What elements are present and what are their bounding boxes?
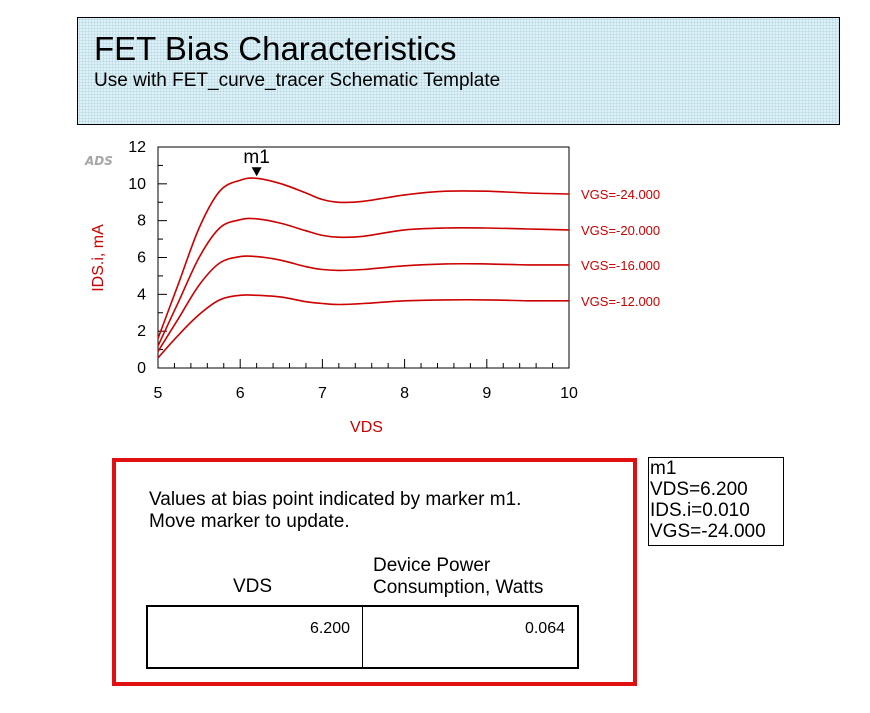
series-line (157, 294, 570, 359)
column-header-power-line-1: Device Power (373, 555, 491, 576)
series-line (157, 177, 570, 339)
bias-point-panel: Values at bias point indicated by marker… (112, 458, 637, 686)
power-value: 0.064 (524, 620, 565, 637)
y-tick-label: 10 (128, 176, 146, 193)
plot-frame (157, 146, 570, 369)
vds-value-cell: 6.200 (148, 607, 362, 667)
x-tick-label: 7 (318, 385, 327, 402)
series-label: VGS=-12.000 (581, 294, 660, 309)
y-tick-label: 8 (137, 213, 146, 230)
y-tick-label: 6 (137, 250, 146, 267)
series-label: VGS=-20.000 (581, 223, 660, 238)
x-axis-label: VDS (350, 419, 383, 436)
x-tick-label: 8 (400, 385, 409, 402)
y-tick-label: 2 (137, 323, 146, 340)
vds-value: 6.200 (309, 620, 350, 637)
series-label: VGS=-16.000 (581, 258, 660, 273)
y-tick-label: 4 (137, 286, 146, 303)
marker-readout-vgs: VGS=-24.000 (650, 521, 766, 542)
instructions-line-2: Move marker to update. (149, 511, 350, 532)
marker-triangle (251, 167, 262, 177)
bias-point-instructions: Values at bias point indicated by marker… (149, 489, 521, 533)
x-tick-label: 9 (482, 385, 491, 402)
page-title: FET Bias Characteristics (94, 30, 457, 67)
marker-readout[interactable]: m1 VDS=6.200 IDS.i=0.010 VGS=-24.000 (648, 457, 784, 546)
marker-readout-name: m1 (650, 458, 677, 479)
page-subtitle: Use with FET_curve_tracer Schematic Temp… (94, 70, 501, 91)
y-tick-label: 0 (137, 360, 146, 377)
x-tick-label: 6 (236, 385, 245, 402)
y-axis-label: IDS.i, mA (90, 224, 107, 292)
x-tick-label: 10 (560, 385, 578, 402)
y-tick-label: 12 (128, 139, 146, 156)
title-box: FET Bias Characteristics Use with FET_cu… (77, 17, 840, 125)
marker-readout-vds: VDS=6.200 (650, 479, 748, 500)
column-header-power-line-2: Consumption, Watts (373, 577, 544, 598)
marker-readout-ids: IDS.i=0.010 (650, 500, 750, 521)
series-line (157, 255, 570, 352)
ads-badge: ADS (84, 154, 113, 168)
bias-results-table: 6.200 0.064 (146, 605, 579, 669)
column-header-power: Device Power Consumption, Watts (373, 555, 543, 599)
marker-label: m1 (243, 147, 269, 168)
instructions-line-1: Values at bias point indicated by marker… (149, 489, 522, 510)
power-value-cell: 0.064 (362, 607, 577, 667)
x-tick-label: 5 (154, 385, 163, 402)
series-label: VGS=-24.000 (581, 187, 660, 202)
column-header-vds: VDS (233, 576, 273, 597)
series-line (157, 217, 570, 347)
